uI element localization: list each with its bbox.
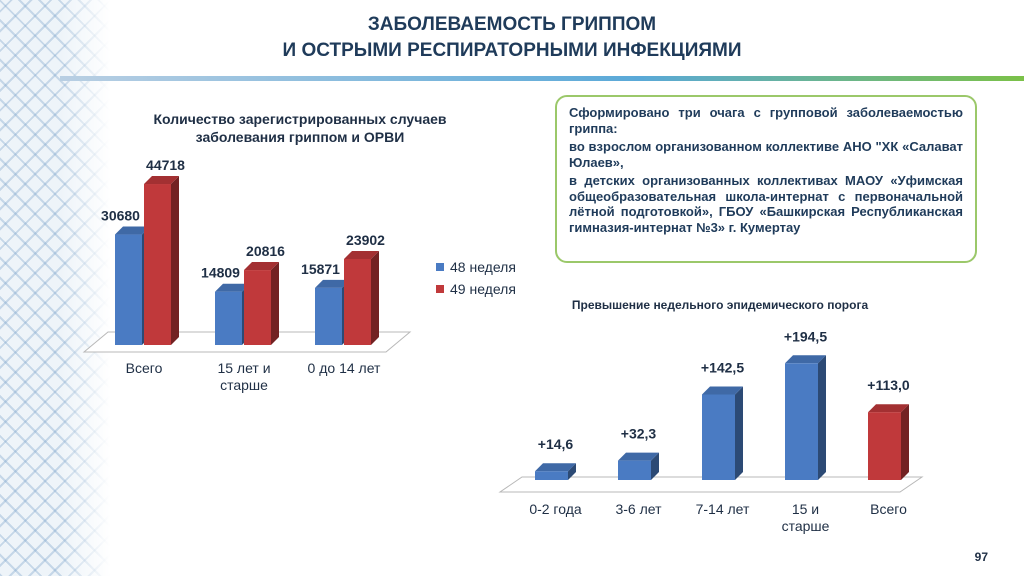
chart2-category-label: 15 и xyxy=(792,501,819,517)
chart1-data-label: 44718 xyxy=(146,157,185,173)
title-line-2: И ОСТРЫМИ РЕСПИРАТОРНЫМИ ИНФЕКЦИЯМИ xyxy=(282,40,742,61)
header-divider xyxy=(60,76,1024,81)
chart2-title: Превышение недельного эпидемического пор… xyxy=(571,298,869,312)
chart1-data-label: 20816 xyxy=(246,243,285,259)
chart1-bar-week48-2-top xyxy=(315,279,350,288)
legend-label-week49: 49 неделя xyxy=(450,281,516,297)
chart2-bar-0 xyxy=(535,471,568,480)
chart2-bar-4 xyxy=(868,412,901,480)
chart1-category-label: старше xyxy=(220,377,268,393)
chart1-bar-week48-0-top xyxy=(115,226,150,235)
chart1-bar-week49-1 xyxy=(244,270,271,345)
page-title: ЗАБОЛЕВАЕМОСТЬ ГРИППОМ И ОСТРЫМИ РЕСПИРА… xyxy=(0,12,1024,64)
chart2-floor xyxy=(498,476,924,493)
chart2-data-label: +32,3 xyxy=(621,426,657,442)
chart1-category-label: Всего xyxy=(126,360,163,376)
chart1-bar-week49-0-side xyxy=(171,176,179,345)
chart2-bar-4-side xyxy=(901,404,909,480)
chart2-data-label: +194,5 xyxy=(784,328,827,344)
chart1-bar-week49-0-top xyxy=(144,176,179,185)
chart2-category-label: 3-6 лет xyxy=(615,501,662,517)
info-box: Сформировано три очага с групповой забол… xyxy=(555,95,977,263)
chart2-bar-3-top xyxy=(785,355,826,364)
chart2-bar-1-side xyxy=(651,452,659,480)
chart2-bar-3-side xyxy=(818,355,826,480)
chart2-data-label: +113,0 xyxy=(867,377,910,393)
chart2-category-label: старше xyxy=(782,518,830,534)
page-number: 97 xyxy=(974,550,988,564)
chart1-category-label: 0 до 14 лет xyxy=(308,360,381,376)
chart1-bar-week48-1-top xyxy=(215,283,250,292)
chart2-bar-2 xyxy=(702,394,735,480)
chart1-bar-week49-2-side xyxy=(371,250,379,345)
chart1-category-label: 15 лет и xyxy=(217,360,270,376)
chart1-legend: 48 неделя 49 неделя xyxy=(436,256,516,300)
legend-swatch-blue xyxy=(436,263,444,271)
info-paragraph-3: в детских организованных коллективах МАО… xyxy=(569,173,963,235)
chart2-data-label: +14,6 xyxy=(538,436,574,452)
chart1-data-label: 23902 xyxy=(346,232,385,248)
chart2-category-label: Всего xyxy=(870,501,907,517)
chart1-bar-week49-1-side xyxy=(271,262,279,345)
chart2-data-label: +142,5 xyxy=(701,360,744,376)
chart2-bar-0-side xyxy=(568,463,576,480)
legend-item-week49: 49 неделя xyxy=(436,278,516,300)
ornament-background xyxy=(0,0,110,576)
legend-item-week48: 48 неделя xyxy=(436,256,516,278)
chart2-bar-1-top xyxy=(618,452,659,461)
chart2-bar-4-top xyxy=(868,404,909,413)
chart1-bar-week48-2 xyxy=(315,287,342,345)
chart1-data-label: 15871 xyxy=(301,261,340,277)
chart1-title: Количество зарегистрированных случаев за… xyxy=(153,111,447,145)
legend-label-week48: 48 неделя xyxy=(450,259,516,275)
threshold-bar-chart: +14,6 0-2 года +32,3 3-6 лет +142,5 7-14 лет +… xyxy=(498,328,924,534)
chart2-bar-3 xyxy=(785,363,818,480)
info-paragraph-2: во взрослом организованном коллективе АН… xyxy=(569,139,963,170)
chart2-bar-2-top xyxy=(702,386,743,395)
chart1-bar-week49-2 xyxy=(344,258,371,345)
chart1-data-label: 14809 xyxy=(201,265,240,281)
legend-swatch-red xyxy=(436,285,444,293)
chart2-category-label: 0-2 года xyxy=(529,501,582,517)
chart1-bar-week49-0 xyxy=(144,184,171,345)
title-line-1: ЗАБОЛЕВАЕМОСТЬ ГРИППОМ xyxy=(367,14,657,35)
chart1-bar-week48-0 xyxy=(115,234,142,345)
info-paragraph-1: Сформировано три очага с групповой забол… xyxy=(569,105,963,136)
chart1-bar-week48-1 xyxy=(215,291,242,345)
chart1-bar-week49-1-top xyxy=(244,262,279,271)
chart2-bar-0-top xyxy=(535,463,576,472)
chart2-bar-2-side xyxy=(735,386,743,480)
chart1-data-label: 30680 xyxy=(101,208,140,224)
chart2-bar-1 xyxy=(618,460,651,480)
chart2-category-label: 7-14 лет xyxy=(696,501,750,517)
chart1-bar-week49-2-top xyxy=(344,250,379,259)
